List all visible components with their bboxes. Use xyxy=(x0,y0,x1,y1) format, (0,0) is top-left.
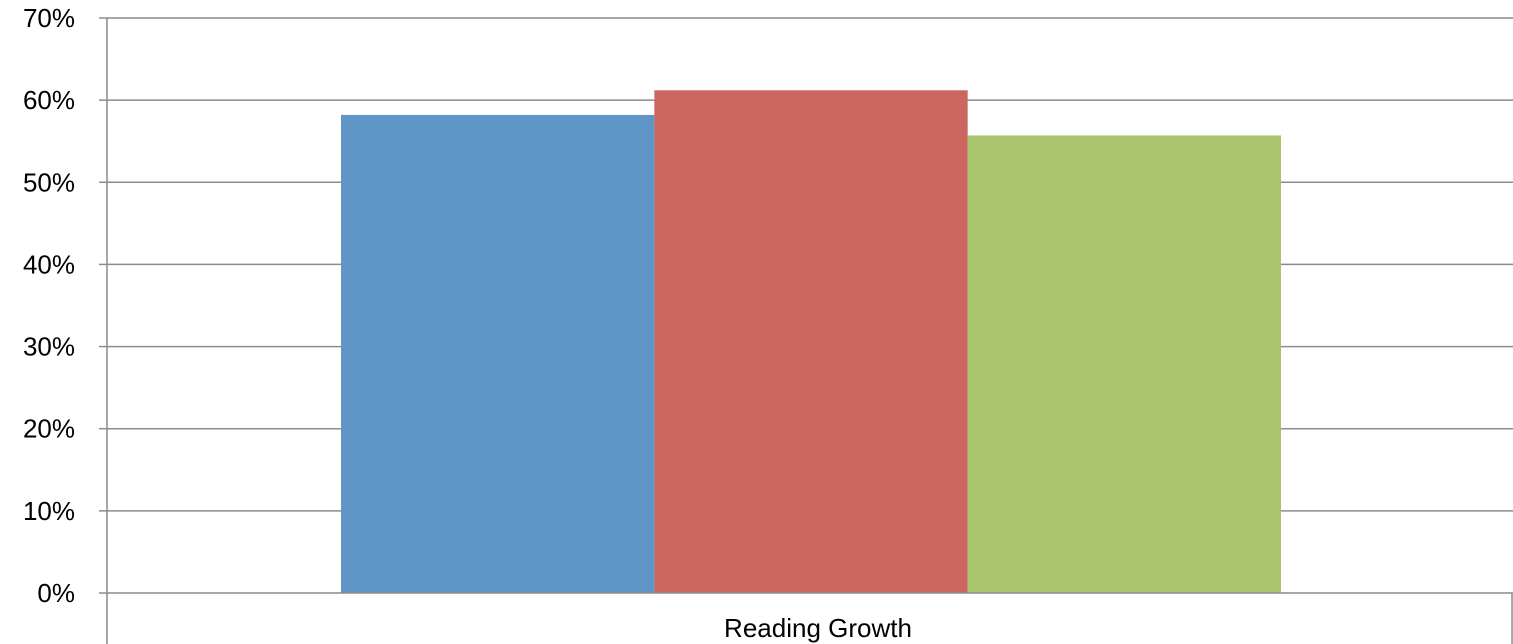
y-tick-label: 50% xyxy=(23,167,75,197)
y-tick-label: 0% xyxy=(37,578,75,608)
y-tick-label: 40% xyxy=(23,249,75,279)
axes xyxy=(99,17,1513,644)
x-axis-category-labels: Reading Growth xyxy=(724,613,912,643)
y-axis-tick-labels: 0% 10% 20% 30% 40% 50% 60% 70% xyxy=(23,3,75,608)
bars xyxy=(341,90,1281,594)
y-tick-label: 30% xyxy=(23,332,75,362)
y-tick-label: 10% xyxy=(23,496,75,526)
y-tick-label: 70% xyxy=(23,3,75,33)
bar-series-1 xyxy=(341,114,655,593)
bar-series-3 xyxy=(967,135,1281,593)
x-category-label: Reading Growth xyxy=(724,613,912,643)
y-tick-label: 20% xyxy=(23,414,75,444)
y-tick-label: 60% xyxy=(23,85,75,115)
bar-series-2 xyxy=(654,90,968,594)
